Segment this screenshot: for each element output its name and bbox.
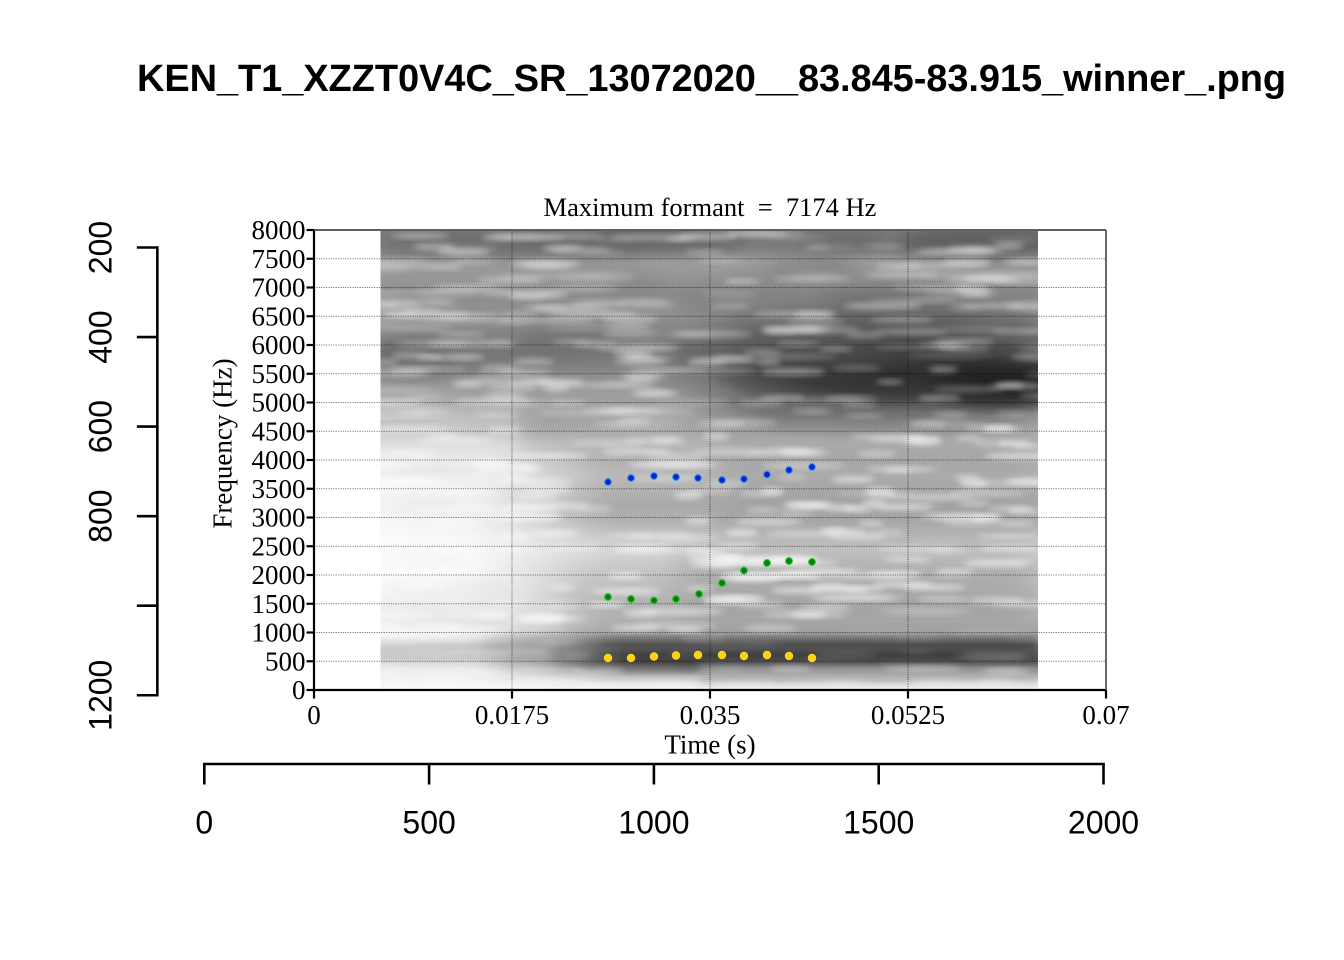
svg-text:Time (s): Time (s): [664, 729, 755, 759]
svg-text:500: 500: [402, 804, 455, 840]
svg-text:1000: 1000: [618, 804, 689, 840]
svg-text:7500: 7500: [252, 244, 306, 274]
svg-text:KEN_T1_XZZT0V4C_SR_13072020__8: KEN_T1_XZZT0V4C_SR_13072020__83.845-83.9…: [137, 58, 1286, 100]
svg-text:3500: 3500: [252, 474, 306, 504]
svg-text:200: 200: [82, 221, 118, 274]
svg-text:5500: 5500: [252, 359, 306, 389]
svg-text:4500: 4500: [252, 416, 306, 446]
svg-text:0: 0: [307, 700, 321, 730]
svg-text:5000: 5000: [252, 388, 306, 418]
svg-text:2500: 2500: [252, 531, 306, 561]
svg-text:0.07: 0.07: [1082, 700, 1129, 730]
svg-text:Maximum formant = 7174 Hz: Maximum formant = 7174 Hz: [544, 192, 877, 222]
svg-text:1000: 1000: [252, 618, 306, 648]
svg-text:1200: 1200: [82, 660, 118, 731]
svg-text:1500: 1500: [843, 804, 914, 840]
svg-text:0: 0: [195, 804, 213, 840]
svg-text:7000: 7000: [252, 273, 306, 303]
svg-text:0.0525: 0.0525: [871, 700, 945, 730]
svg-text:2000: 2000: [1068, 804, 1139, 840]
svg-text:0: 0: [292, 675, 306, 705]
svg-text:6500: 6500: [252, 301, 306, 331]
svg-text:8000: 8000: [252, 215, 306, 245]
svg-text:3000: 3000: [252, 503, 306, 533]
svg-text:4000: 4000: [252, 445, 306, 475]
svg-text:1500: 1500: [252, 589, 306, 619]
svg-text:600: 600: [82, 400, 118, 453]
svg-text:0.035: 0.035: [680, 700, 741, 730]
svg-text:400: 400: [82, 310, 118, 363]
svg-text:6000: 6000: [252, 330, 306, 360]
svg-text:2000: 2000: [252, 560, 306, 590]
svg-text:800: 800: [82, 489, 118, 542]
svg-text:0.0175: 0.0175: [475, 700, 549, 730]
svg-text:500: 500: [265, 646, 306, 676]
svg-text:Frequency (Hz): Frequency (Hz): [208, 358, 238, 528]
